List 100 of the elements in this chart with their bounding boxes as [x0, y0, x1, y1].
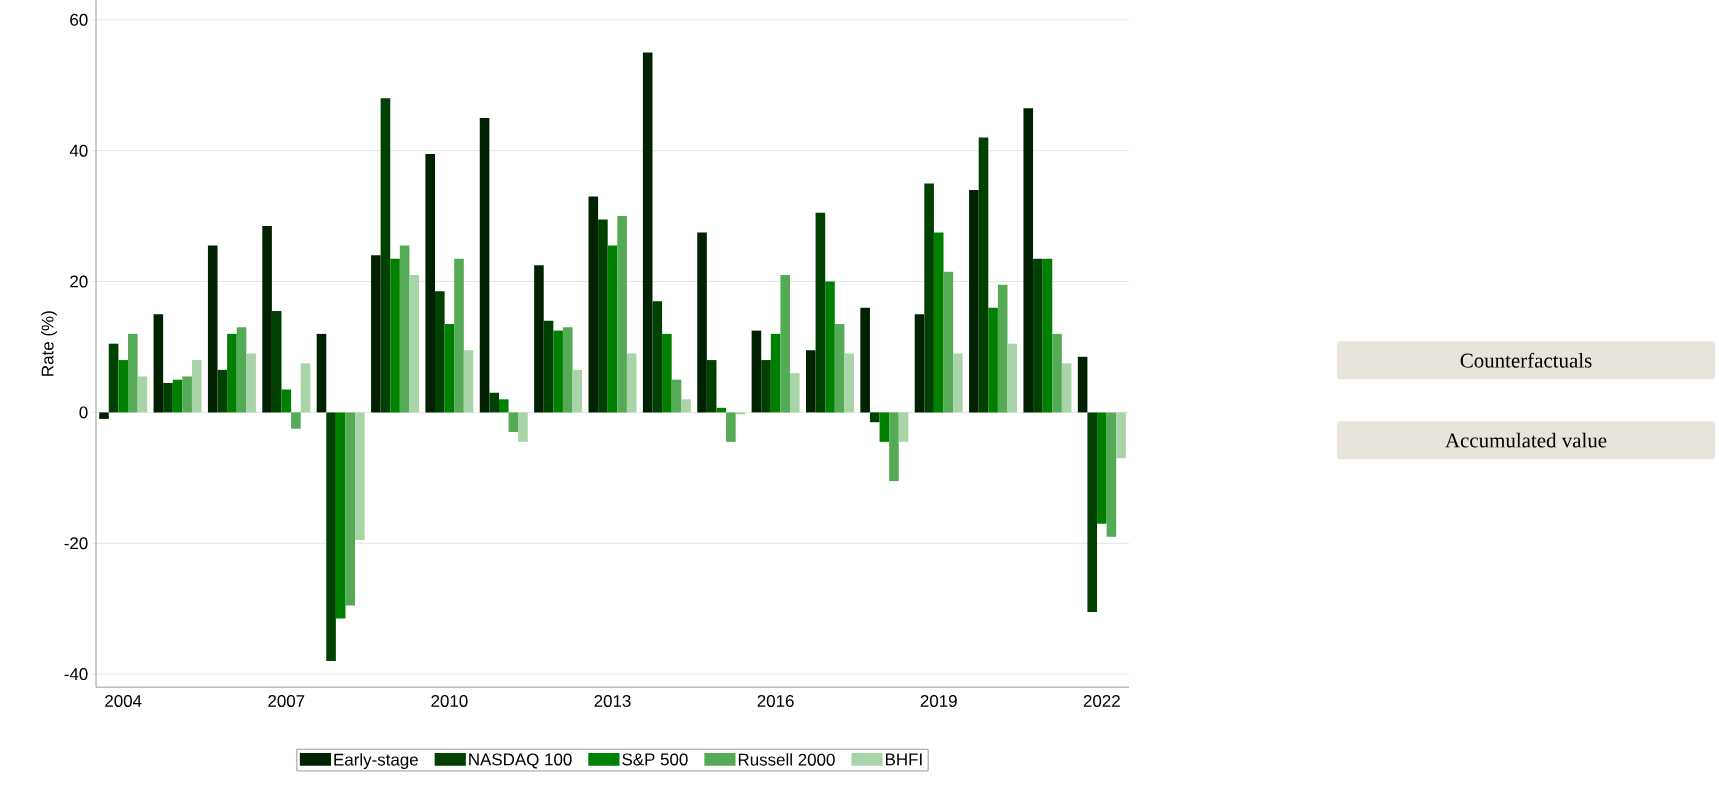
bar [953, 353, 963, 413]
bar [127, 333, 138, 413]
bar [553, 330, 563, 413]
legend-label: S&P 500 [622, 753, 688, 766]
bar [300, 363, 311, 413]
bar [355, 412, 365, 540]
bar [1077, 356, 1088, 413]
bar [1042, 258, 1053, 413]
bar [371, 255, 381, 413]
y-tick-label: -20 [64, 537, 88, 550]
y-tick-label: 60 [70, 13, 88, 26]
bar [869, 412, 880, 423]
bar [716, 407, 727, 413]
bar [790, 373, 800, 413]
bar [914, 314, 925, 413]
bar [898, 412, 909, 442]
bar [988, 307, 998, 413]
bar [246, 353, 256, 413]
bar [543, 320, 554, 413]
bar [834, 323, 845, 413]
x-tick-label: 2022 [1083, 694, 1120, 707]
y-axis-title: Rate (%) [41, 311, 57, 376]
text: Counterfactuals [1460, 352, 1592, 368]
bar [1087, 412, 1098, 612]
bar [207, 245, 218, 413]
bar [172, 379, 183, 413]
bar [380, 98, 391, 413]
bar [943, 271, 954, 413]
legend-label: Russell 2000 [738, 753, 835, 766]
bar [99, 412, 109, 419]
x-tick-label: 2007 [268, 694, 305, 707]
bar [815, 212, 826, 413]
bar [454, 258, 464, 413]
bar [390, 258, 400, 413]
bar [444, 323, 455, 413]
bar [153, 314, 164, 413]
bar [825, 281, 835, 413]
bar [345, 412, 356, 606]
bar [163, 382, 173, 413]
bar [726, 412, 736, 442]
bar [997, 284, 1008, 413]
bar [137, 376, 148, 413]
bar [1033, 258, 1043, 413]
bar [617, 216, 627, 413]
bar [191, 359, 202, 413]
bar [978, 137, 989, 413]
bar [780, 274, 791, 413]
x-tick-label: 2004 [105, 694, 142, 707]
bar [281, 389, 292, 413]
bar [498, 399, 509, 413]
bar [588, 196, 599, 413]
y-tick-label: 40 [69, 144, 88, 157]
bar [399, 245, 410, 413]
bar [598, 219, 608, 413]
bar [236, 327, 247, 413]
bar [562, 327, 573, 413]
text: Accumulated value [1445, 432, 1607, 448]
legend-label: NASDAQ 100 [469, 753, 572, 769]
bar [271, 310, 282, 413]
bar [662, 333, 672, 413]
bar [409, 274, 420, 413]
bar [572, 369, 583, 413]
bar [751, 330, 762, 413]
bar [262, 225, 272, 413]
bar [227, 333, 237, 413]
bar [761, 359, 771, 413]
bar [479, 117, 490, 413]
bar [1106, 412, 1117, 537]
bar [860, 307, 870, 413]
bar [681, 399, 691, 413]
bar [425, 153, 435, 413]
bar [326, 412, 336, 661]
bar [316, 333, 327, 413]
y-tick-label: 0 [79, 406, 88, 419]
bar [435, 291, 445, 413]
bar [108, 343, 119, 413]
bar [508, 412, 519, 432]
bar [182, 376, 192, 413]
bar [291, 412, 301, 429]
bar [933, 232, 944, 413]
bar [879, 412, 890, 442]
legend-label: BHFI [885, 753, 922, 766]
bar [805, 350, 816, 413]
bar [770, 333, 781, 413]
x-tick-label: 2013 [594, 694, 631, 707]
bar [889, 412, 899, 482]
bar [1023, 108, 1034, 413]
bar [118, 359, 128, 413]
legend-label: Early-stage [334, 753, 418, 769]
bar [671, 379, 682, 413]
bar [1007, 343, 1018, 413]
bar [969, 189, 979, 413]
bar [924, 183, 934, 413]
bar [534, 265, 544, 413]
bar [652, 301, 663, 413]
x-tick-label: 2010 [431, 694, 468, 707]
y-tick-label: 20 [70, 275, 88, 288]
bar [1097, 412, 1107, 524]
bar [697, 232, 707, 413]
bar [626, 353, 637, 413]
